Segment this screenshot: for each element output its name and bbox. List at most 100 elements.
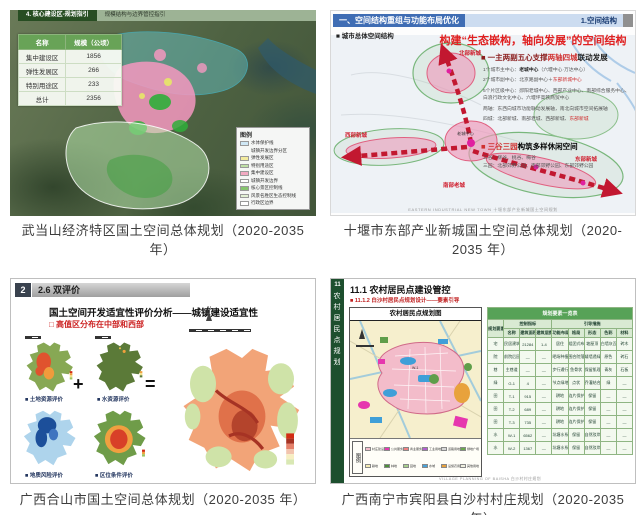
table-cell: 石板	[615, 363, 634, 377]
table-row: 集中建设区 1856	[17, 49, 122, 64]
table-cell: —	[535, 428, 553, 442]
low-patch	[184, 403, 201, 430]
detail-line-1: 1个城市主中心：老城中心（六堰中心·万达中心）	[483, 67, 633, 74]
legend-swatch	[441, 447, 447, 452]
core-scenic-zone	[106, 154, 173, 198]
table-cell: 围合院落	[567, 350, 585, 364]
valley-line: 三谷：柳谷、桃谷、梅谷	[483, 156, 536, 161]
north-letter: N	[207, 306, 211, 312]
bullet-seg: 联动发展	[577, 53, 608, 62]
pond	[418, 375, 432, 382]
table-cell: 915	[519, 389, 537, 403]
legend-title: 图例	[352, 441, 363, 474]
table-cell: —	[615, 376, 634, 390]
legend-item: 城镇开发边界分区	[240, 147, 306, 155]
legend-label: 核心景区控制线	[251, 185, 283, 191]
legend-label: 特别用途区	[251, 162, 274, 168]
legend-swatch	[403, 447, 409, 452]
table-cell: 689	[519, 402, 537, 416]
legend-label: 公共服务设施用地	[391, 447, 403, 452]
table-cell: W-1	[503, 428, 521, 442]
legend-swatch	[240, 149, 249, 154]
map-water-resource	[96, 342, 143, 392]
legend-label: 水域	[429, 463, 436, 468]
legend-label: 行政区边界	[251, 200, 274, 206]
table-cell: 总计	[17, 91, 67, 106]
table-cell: 连片保护	[567, 389, 585, 403]
sub-center-dot	[533, 164, 539, 170]
legend-label: 村庄建设用地	[372, 447, 384, 452]
north-arrow: N	[203, 307, 215, 321]
mini-colorbar	[69, 371, 73, 380]
table-cell: 民居建筑	[503, 337, 521, 351]
table-cell: 弹性发展区	[17, 63, 67, 78]
table-row: 院前院后园 — — 晒场种植 围合院落 矮墙透绿 原色 砖石	[486, 350, 634, 364]
section-title: 11.1 农村居民点建设管控	[350, 285, 451, 295]
green-patch	[172, 120, 188, 132]
table-cell: 鱼骨状	[567, 363, 585, 377]
legend-swatch	[460, 463, 466, 468]
map-legend: 图例 水体保护线 城镇开发边界分区 弹性发展区 特别用途区 集中建设区 城镇开发…	[236, 126, 310, 210]
map-label-water: ■ 水资源评价	[97, 397, 130, 403]
low-patch	[277, 402, 298, 439]
country-park	[533, 90, 619, 140]
bullet-structure: ■ 一主两副五心支撑两轴四城联动发展	[481, 52, 635, 63]
legend-label: 林地	[391, 463, 398, 468]
table-header-name: 名称	[17, 34, 67, 50]
table-cell: 绿	[486, 376, 505, 390]
legend-item: 耕地	[365, 462, 384, 470]
green-space	[429, 374, 439, 384]
table-cell: —	[615, 389, 634, 403]
chapter-sidebar: 11 农村居民点规划	[331, 279, 344, 483]
line-red: 东部新城	[569, 117, 589, 123]
label-west-town: 西部新城	[345, 131, 368, 139]
table-cell: 前院后园	[503, 350, 521, 364]
detail-lines: 1个城市主中心：老城中心（六堰中心·万达中心） 2个城市副中心：北京路副中心＋ 东…	[483, 67, 633, 127]
legend-item: 城镇开发边界	[240, 177, 306, 185]
map-land-resource	[26, 342, 73, 392]
table-row: 水 W-1 6562— 坑塘水系 保留 自然驳岸 — —	[486, 428, 634, 442]
line-text: 2个城市副中心：北京路副中心＋	[483, 78, 553, 84]
legend-item: 商业服务业用地	[403, 445, 422, 453]
table-cell: 自然驳岸	[583, 428, 601, 442]
legend-swatch	[365, 447, 371, 452]
table-cell: G-1	[503, 376, 521, 390]
zone-size-table: 名称 规模（公顷） 集中建设区 1856 弹性发展区 266 特别用途区 233 总计 235…	[17, 34, 122, 106]
legend-item: 集中建设区	[240, 170, 306, 178]
legend-item: 行政区边界	[240, 200, 306, 208]
low-patch	[190, 365, 216, 403]
table-cell: W-2	[503, 441, 521, 455]
table-cell: 1-4	[535, 337, 553, 351]
mini-scale-bar	[95, 336, 111, 339]
detail-line-3: 5个片区级中心：郧阳老城中心、西部产业中心、南部综合服务中心、白浪行政文化中心、…	[483, 88, 630, 102]
mid-value-patch	[43, 367, 55, 380]
legend-swatch	[240, 171, 249, 176]
legend-swatch	[441, 463, 447, 468]
table-row: 田 T-3 735— 耕地 连片保护 保留 — —	[486, 415, 634, 429]
legend-swatch	[403, 463, 409, 468]
legend-item: 林地	[384, 462, 403, 470]
table-cell: —	[615, 428, 634, 442]
plus-operator: +	[73, 374, 84, 394]
chapter-number: 2	[15, 283, 31, 297]
caption-shiyan: 十堰市东部产业新城国土空间总体规划（2020-2035 年）	[343, 223, 623, 257]
legend-item: 风景名胜区生态控制线	[240, 192, 306, 200]
ridge-lines	[214, 389, 265, 451]
county-shape	[23, 410, 76, 466]
slide-tab: 规模结构与边界管控指引	[96, 10, 316, 21]
chapter-sidebar-text: 农村居民点规划	[333, 292, 340, 369]
legend-swatch	[240, 163, 249, 168]
section-title: 一、空间结构重组与功能布局优化	[333, 14, 465, 27]
col-guide: 引导措施	[551, 319, 633, 329]
subcol: 色彩	[599, 328, 617, 338]
low-patch	[205, 446, 232, 468]
subcol: 建筑面积（平方米）	[519, 328, 537, 338]
legend-swatch	[240, 186, 249, 191]
table-cell: 耕地	[551, 389, 569, 403]
table-cell: 坑塘水系	[551, 441, 569, 455]
pond	[383, 389, 397, 397]
table-cell: 砖木	[615, 337, 634, 351]
legend-item: 特别用途区	[240, 162, 306, 170]
table-cell: 21284	[519, 337, 537, 351]
table-cell: 组团式布局	[567, 337, 585, 351]
